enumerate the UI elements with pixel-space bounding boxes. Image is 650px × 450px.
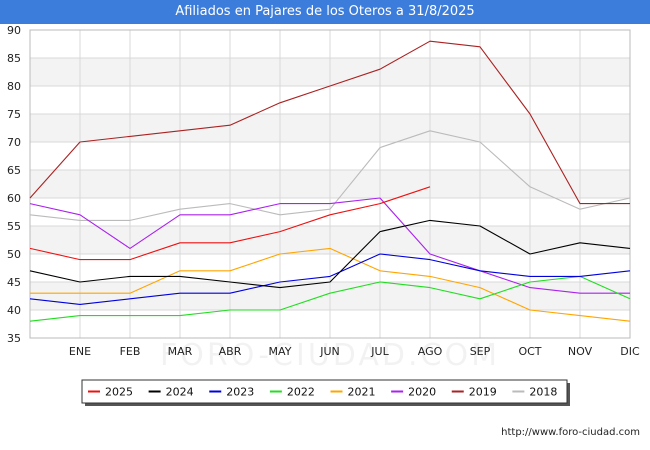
y-tick-label: 50	[7, 248, 21, 261]
series-line-2018	[29, 130, 631, 221]
x-tick-label: MAY	[269, 345, 292, 358]
y-tick-label: 60	[7, 192, 21, 205]
legend-label-2022: 2022	[287, 386, 315, 399]
watermark: FORO-CIUDAD.COM	[160, 338, 500, 373]
legend-label-2019: 2019	[469, 386, 497, 399]
series-line-2020	[29, 197, 630, 294]
chart-title: Afiliados en Pajares de los Oteros a 31/…	[0, 0, 650, 24]
x-tick-label: AGO	[418, 345, 443, 358]
x-tick-label: JUN	[319, 345, 340, 358]
y-tick-label: 75	[7, 108, 21, 121]
legend-label-2023: 2023	[226, 386, 254, 399]
series-line-2025	[29, 186, 431, 261]
x-axis-ticks: ENE FEB MAR ABR MAY JUN JUL AGO SEP OCT NOV DIC	[69, 345, 640, 358]
x-tick-label: DIC	[620, 345, 640, 358]
x-tick-label: ENE	[69, 345, 91, 358]
series-line-2022	[29, 275, 631, 322]
plot-border	[29, 29, 631, 339]
x-tick-label: JUL	[370, 345, 389, 358]
x-tick-label: FEB	[120, 345, 141, 358]
x-tick-label: NOV	[568, 345, 593, 358]
y-tick-label: 65	[7, 164, 21, 177]
legend-box	[81, 379, 568, 404]
x-tick-label: OCT	[518, 345, 541, 358]
y-tick-label: 80	[7, 80, 21, 93]
y-tick-label: 90	[7, 24, 21, 37]
grid-lines	[29, 29, 631, 339]
series-line-2023	[29, 253, 631, 305]
y-tick-label: 70	[7, 136, 21, 149]
legend: 2025 2024 2023 2022 2021 2020 2019 2018	[81, 379, 570, 406]
x-tick-label: MAR	[168, 345, 193, 358]
y-tick-label: 55	[7, 220, 21, 233]
y-tick-label: 40	[7, 304, 21, 317]
legend-label-2020: 2020	[408, 386, 436, 399]
series-lines	[29, 40, 631, 322]
x-tick-label: ABR	[219, 345, 242, 358]
x-tick-label: SEP	[470, 345, 491, 358]
legend-label-2025: 2025	[105, 386, 133, 399]
source-url: http://www.foro-ciudad.com	[501, 427, 640, 438]
series-line-2021	[30, 247, 631, 322]
legend-label-2018: 2018	[529, 386, 557, 399]
y-tick-label: 85	[7, 52, 21, 65]
series-line-2024	[29, 219, 631, 289]
y-tick-label: 45	[7, 276, 21, 289]
legend-label-2021: 2021	[348, 386, 376, 399]
y-tick-label: 35	[7, 332, 21, 345]
series-line-2019	[29, 40, 630, 205]
y-axis-ticks: 35 40 45 50 55 60 65 70 75 80 85 90	[7, 24, 21, 345]
legend-label-2024: 2024	[166, 386, 194, 399]
